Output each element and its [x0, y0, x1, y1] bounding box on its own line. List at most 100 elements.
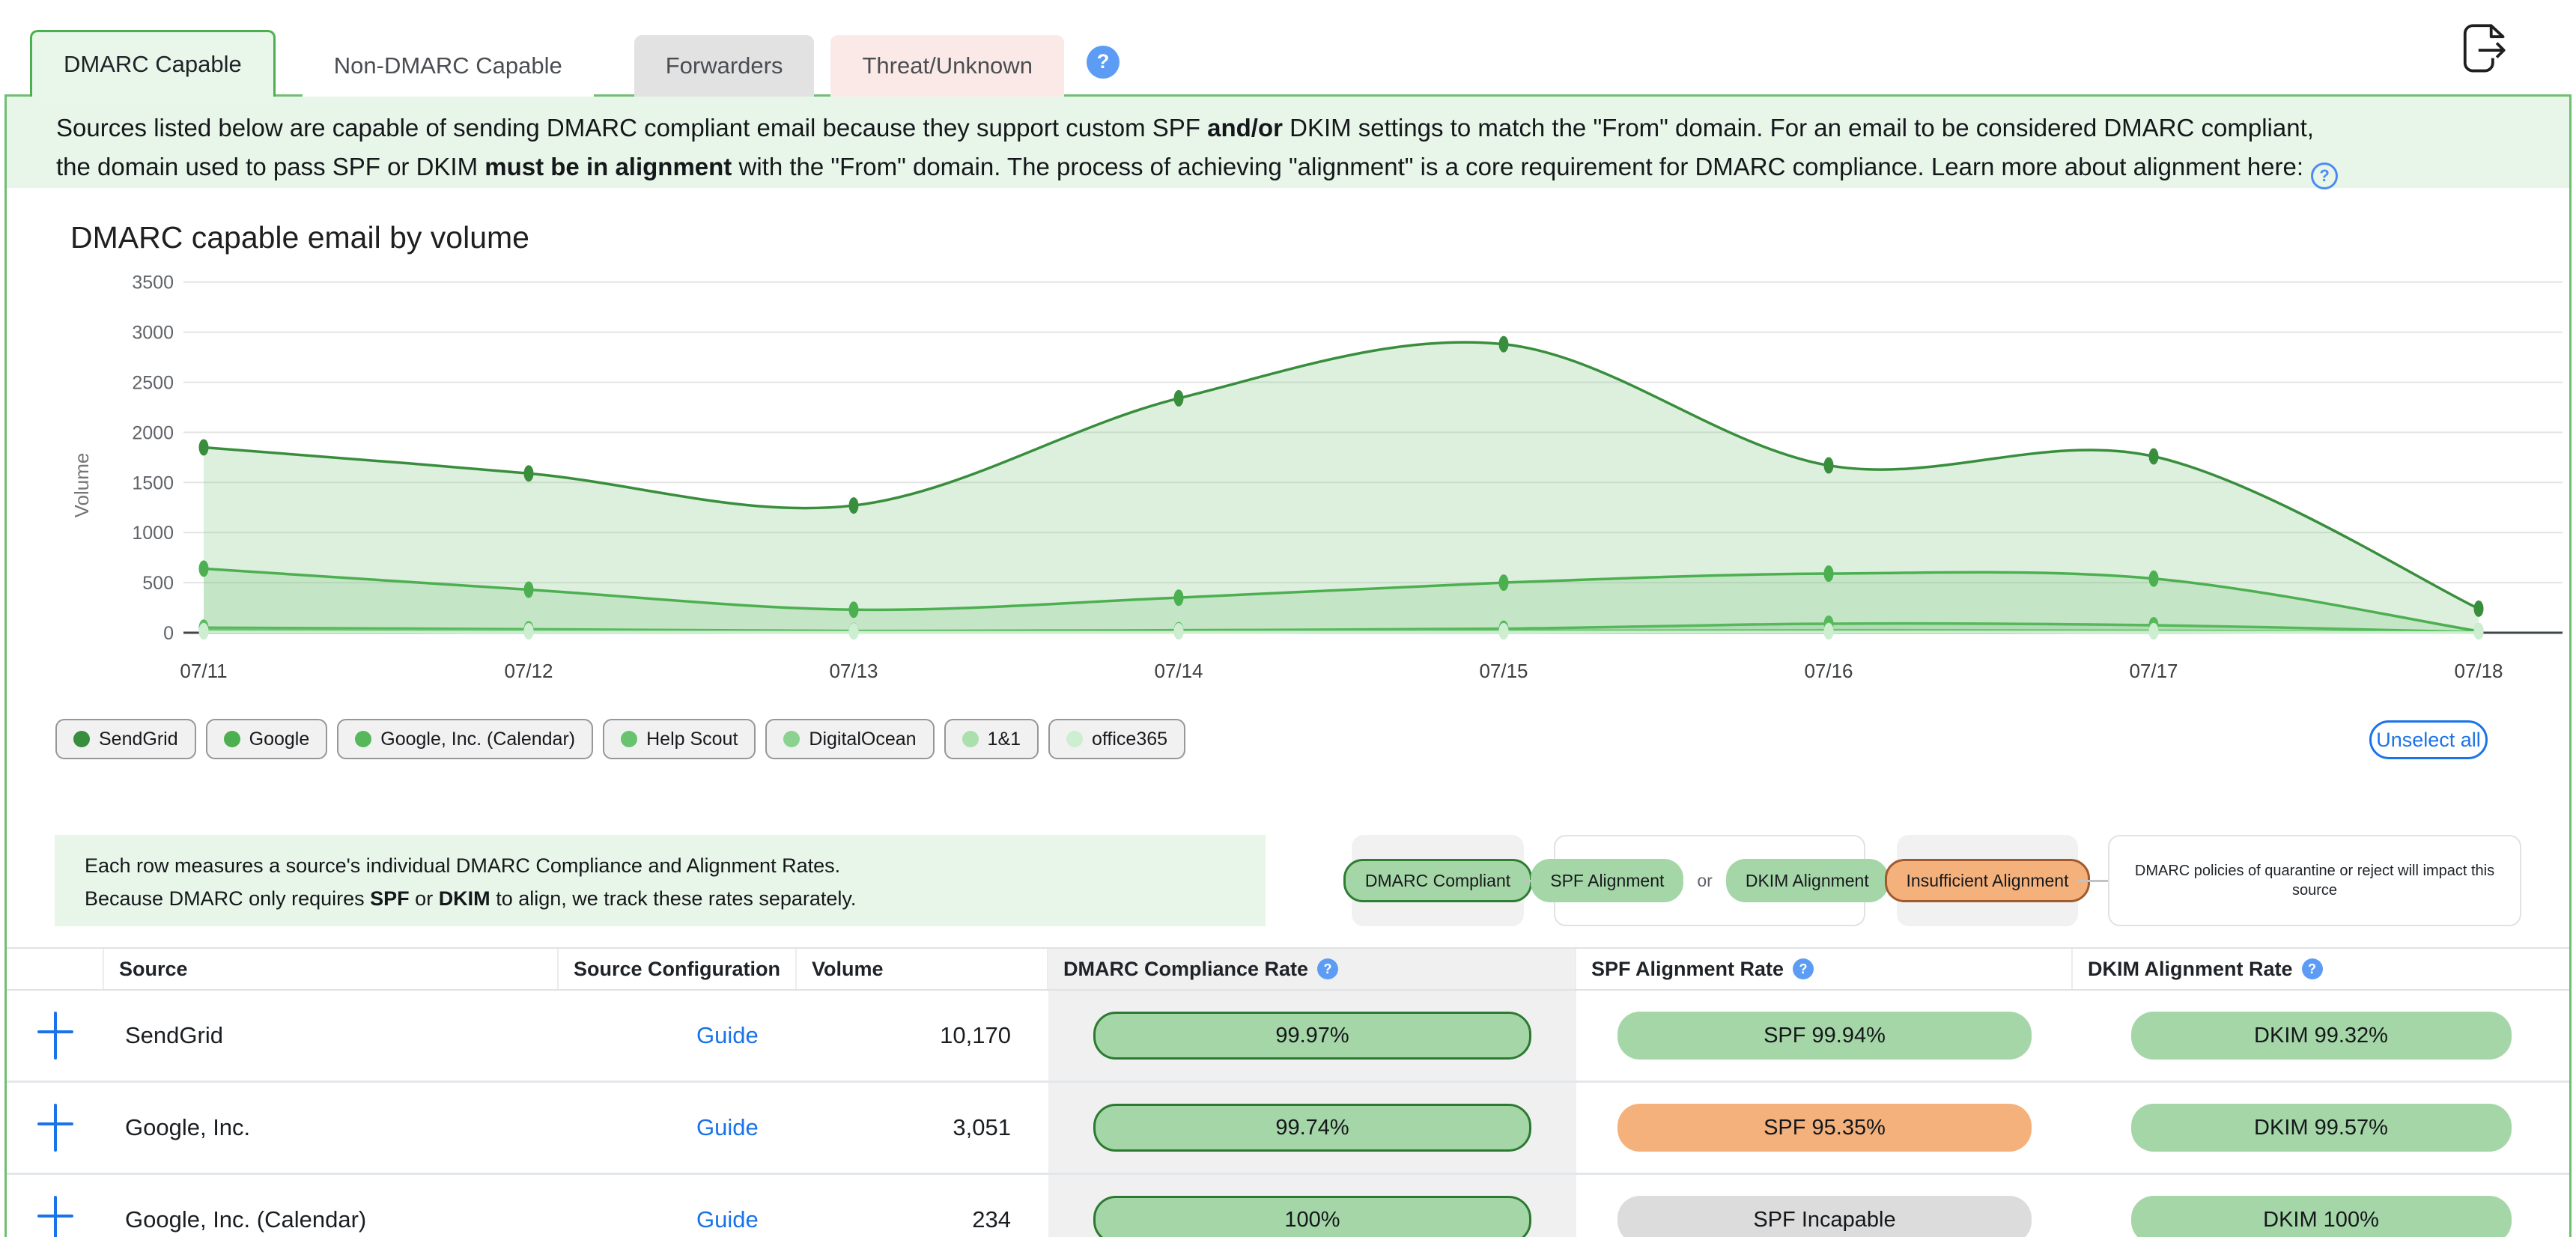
volume-value: 234 — [972, 1206, 1011, 1233]
tab-bar: DMARC Capable Non-DMARC Capable Forwarde… — [30, 30, 1120, 97]
tabs-help-icon[interactable]: ? — [1086, 45, 1120, 79]
source-name: Google, Inc. (Calendar) — [125, 1206, 367, 1233]
legend-card-alignment: SPF Alignment or DKIM Alignment — [1531, 835, 1889, 926]
legend-chip-label: Help Scout — [646, 728, 738, 750]
expand-cell — [7, 991, 104, 1081]
spf-alignment-pill: SPF Incapable — [1617, 1196, 2032, 1237]
header-volume: Volume — [797, 949, 1048, 989]
legend-dot — [783, 731, 801, 747]
volume-area-chart: 0 500 1000 1500 2000 2500 3000 3500 07/11 07/12 07… — [70, 273, 2563, 682]
table-row: Google, Inc. Guide 3,051 99.74% SPF 95.3… — [7, 1083, 2569, 1175]
spf-rate-cell: SPF Incapable — [1576, 1175, 2073, 1237]
svg-text:0: 0 — [163, 623, 174, 644]
dkim-alignment-pill: DKIM 99.32% — [2130, 1012, 2512, 1060]
guide-link[interactable]: Guide — [696, 1206, 759, 1233]
svg-text:07/14: 07/14 — [1154, 660, 1203, 682]
svg-text:Volume: Volume — [70, 453, 93, 518]
expand-plus-icon[interactable] — [37, 1196, 73, 1237]
volume-cell: 10,170 — [797, 991, 1048, 1081]
svg-text:1000: 1000 — [132, 523, 174, 544]
dkim-rate-cell: DKIM 100% — [2073, 1175, 2569, 1237]
source-name: Google, Inc. — [125, 1114, 251, 1140]
unselect-all-button[interactable]: Unselect all — [2369, 720, 2488, 759]
config-cell: Guide — [559, 1175, 797, 1237]
legend-note: DMARC policies of quarantine or reject w… — [2108, 835, 2521, 926]
svg-text:1500: 1500 — [132, 472, 174, 493]
legend-chip-label: Google — [249, 728, 310, 750]
svg-text:07/17: 07/17 — [2129, 660, 2178, 682]
header-dmarc-compliance-rate: DMARC Compliance Rate? — [1048, 949, 1576, 989]
table-row: Google, Inc. (Calendar) Guide 234 100% S… — [7, 1175, 2569, 1237]
source-name: SendGrid — [125, 1022, 223, 1048]
export-icon[interactable] — [2455, 18, 2509, 81]
alignment-help-icon[interactable]: ? — [2311, 162, 2339, 189]
spf-rate-help-icon[interactable]: ? — [1793, 958, 1814, 979]
dmarc-rate-help-icon[interactable]: ? — [1317, 958, 1339, 979]
chart-title: DMARC capable email by volume — [70, 220, 529, 255]
header-dkim-alignment-rate: DKIM Alignment Rate? — [2073, 949, 2569, 989]
svg-text:2000: 2000 — [132, 422, 174, 443]
svg-text:07/15: 07/15 — [1479, 660, 1528, 682]
header-source: Source — [104, 949, 559, 989]
spf-rate-cell: SPF 99.94% — [1576, 991, 2073, 1081]
expand-plus-icon[interactable] — [37, 1012, 73, 1060]
dkim-alignment-pill: DKIM 99.57% — [2130, 1104, 2512, 1152]
legend-dot — [1066, 731, 1084, 747]
legend-connector — [2078, 879, 2108, 882]
legend-dot — [962, 731, 979, 747]
banner-line1: Sources listed below are capable of send… — [56, 114, 2314, 142]
legend-chip[interactable]: 1&1 — [944, 719, 1039, 759]
chart-legend-chips: SendGrid Google Google, Inc. (Calendar) Hel… — [55, 719, 1186, 759]
dmarc-rate-cell: 99.97% — [1048, 991, 1576, 1081]
dmarc-rate-cell: 100% — [1048, 1175, 1576, 1237]
description-banner: Sources listed below are capable of send… — [7, 97, 2569, 189]
guide-link[interactable]: Guide — [696, 1022, 759, 1048]
tab-threat-unknown[interactable]: Threat/Unknown — [830, 35, 1064, 97]
legend-chip[interactable]: Google — [205, 719, 328, 759]
spf-rate-cell: SPF 95.35% — [1576, 1083, 2073, 1173]
info-line2: Because DMARC only requires SPF or DKIM … — [85, 887, 857, 910]
banner-line2: the domain used to pass SPF or DKIM must… — [56, 153, 2339, 189]
config-cell: Guide — [559, 991, 797, 1081]
svg-text:07/12: 07/12 — [504, 660, 553, 682]
expand-cell — [7, 1083, 104, 1173]
legend-chip[interactable]: SendGrid — [55, 719, 196, 759]
legend-dot — [73, 731, 90, 747]
table-body: SendGrid Guide 10,170 99.97% SPF 99.94% … — [7, 991, 2569, 1237]
info-line1: Each row measures a source's individual … — [85, 854, 841, 877]
dkim-alignment-badge: DKIM Alignment — [1725, 859, 1889, 902]
tab-non-dmarc-capable[interactable]: Non-DMARC Capable — [302, 35, 594, 97]
dkim-rate-help-icon[interactable]: ? — [2301, 958, 2323, 979]
table-info-box: Each row measures a source's individual … — [55, 835, 1266, 926]
legend-chip[interactable]: office365 — [1048, 719, 1186, 759]
legend-chip[interactable]: Google, Inc. (Calendar) — [337, 719, 594, 759]
legend-chip-label: office365 — [1092, 728, 1168, 750]
legend-card-insufficient: Insufficient Alignment — [1884, 835, 2091, 926]
tab-forwarders[interactable]: Forwarders — [634, 35, 815, 97]
sources-table: Source Source Configuration Volume DMARC… — [7, 947, 2569, 1237]
legend-dot — [223, 731, 240, 747]
expand-plus-icon[interactable] — [37, 1104, 73, 1152]
dkim-rate-cell: DKIM 99.57% — [2073, 1083, 2569, 1173]
guide-link[interactable]: Guide — [696, 1114, 759, 1140]
svg-text:07/11: 07/11 — [180, 660, 227, 682]
header-spf-alignment-rate: SPF Alignment Rate? — [1576, 949, 2073, 989]
legend-chip[interactable]: Help Scout — [603, 719, 756, 759]
legend-chip[interactable]: DigitalOcean — [765, 719, 935, 759]
legend-chip-label: DigitalOcean — [809, 728, 917, 750]
header-source-configuration: Source Configuration — [559, 949, 797, 989]
dkim-alignment-pill: DKIM 100% — [2130, 1196, 2512, 1237]
dmarc-compliance-pill: 99.97% — [1093, 1012, 1531, 1060]
legend-dot — [355, 731, 372, 747]
svg-text:3000: 3000 — [132, 323, 174, 344]
tab-dmarc-capable[interactable]: DMARC Capable — [30, 30, 276, 97]
legend-dot — [621, 731, 638, 747]
spf-alignment-pill: SPF 99.94% — [1617, 1012, 2032, 1060]
config-cell: Guide — [559, 1083, 797, 1173]
badge-legend: DMARC Compliant SPF Alignment or DKIM Al… — [1343, 835, 2521, 926]
source-cell: SendGrid — [104, 991, 559, 1081]
source-cell: Google, Inc. — [104, 1083, 559, 1173]
volume-cell: 3,051 — [797, 1083, 1048, 1173]
volume-value: 3,051 — [953, 1114, 1011, 1140]
or-label: or — [1697, 870, 1713, 890]
